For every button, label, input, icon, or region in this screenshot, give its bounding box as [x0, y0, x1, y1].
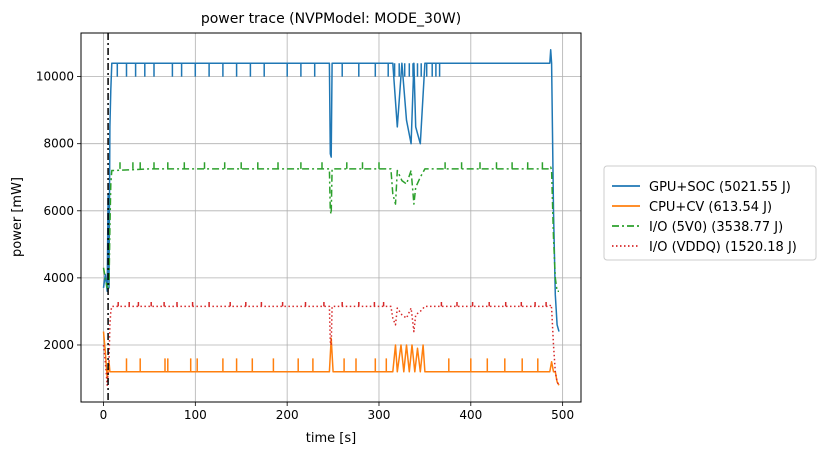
x-tick-label: 100 [184, 408, 207, 422]
y-tick-label: 10000 [36, 70, 74, 84]
y-tick-label: 6000 [43, 204, 74, 218]
y-tick-label: 2000 [43, 338, 74, 352]
series-line-1 [102, 331, 560, 386]
plot-series [102, 33, 560, 402]
x-tick-label: 400 [459, 408, 482, 422]
series-line-2 [102, 166, 559, 293]
plot-frame [80, 32, 582, 403]
legend-label-io-vddq: I/O (VDDQ) (1520.18 J) [649, 240, 797, 255]
x-tick-label: 200 [276, 408, 299, 422]
y-tick-label: 4000 [43, 271, 74, 285]
legend-label-cpu-cv: CPU+CV (613.54 J) [649, 200, 772, 215]
series-spikes-0 [116, 63, 441, 77]
series-spikes-3 [117, 302, 547, 307]
x-tick-label: 0 [100, 408, 108, 422]
y-tick-label: 8000 [43, 137, 74, 151]
legend: GPU+SOC (5021.55 J) CPU+CV (613.54 J) I/… [603, 165, 817, 261]
x-axis-label: time [s] [306, 431, 356, 446]
legend-label-io-5v0: I/O (5V0) (3538.77 J) [649, 220, 783, 235]
legend-frame [603, 165, 817, 261]
chart-title: power trace (NVPModel: MODE_30W) [201, 11, 461, 27]
series-line-0 [102, 49, 560, 332]
axis-ticks: 0 100 200 300 400 500 2000 4000 6000 8000 10000 [36, 70, 574, 422]
x-tick-label: 500 [551, 408, 574, 422]
series-spikes-2 [119, 162, 544, 169]
x-tick-label: 300 [368, 408, 391, 422]
legend-label-gpu-soc: GPU+SOC (5021.55 J) [649, 180, 791, 195]
series-spikes-1 [125, 358, 539, 372]
y-axis-label: power [mW] [10, 177, 25, 257]
